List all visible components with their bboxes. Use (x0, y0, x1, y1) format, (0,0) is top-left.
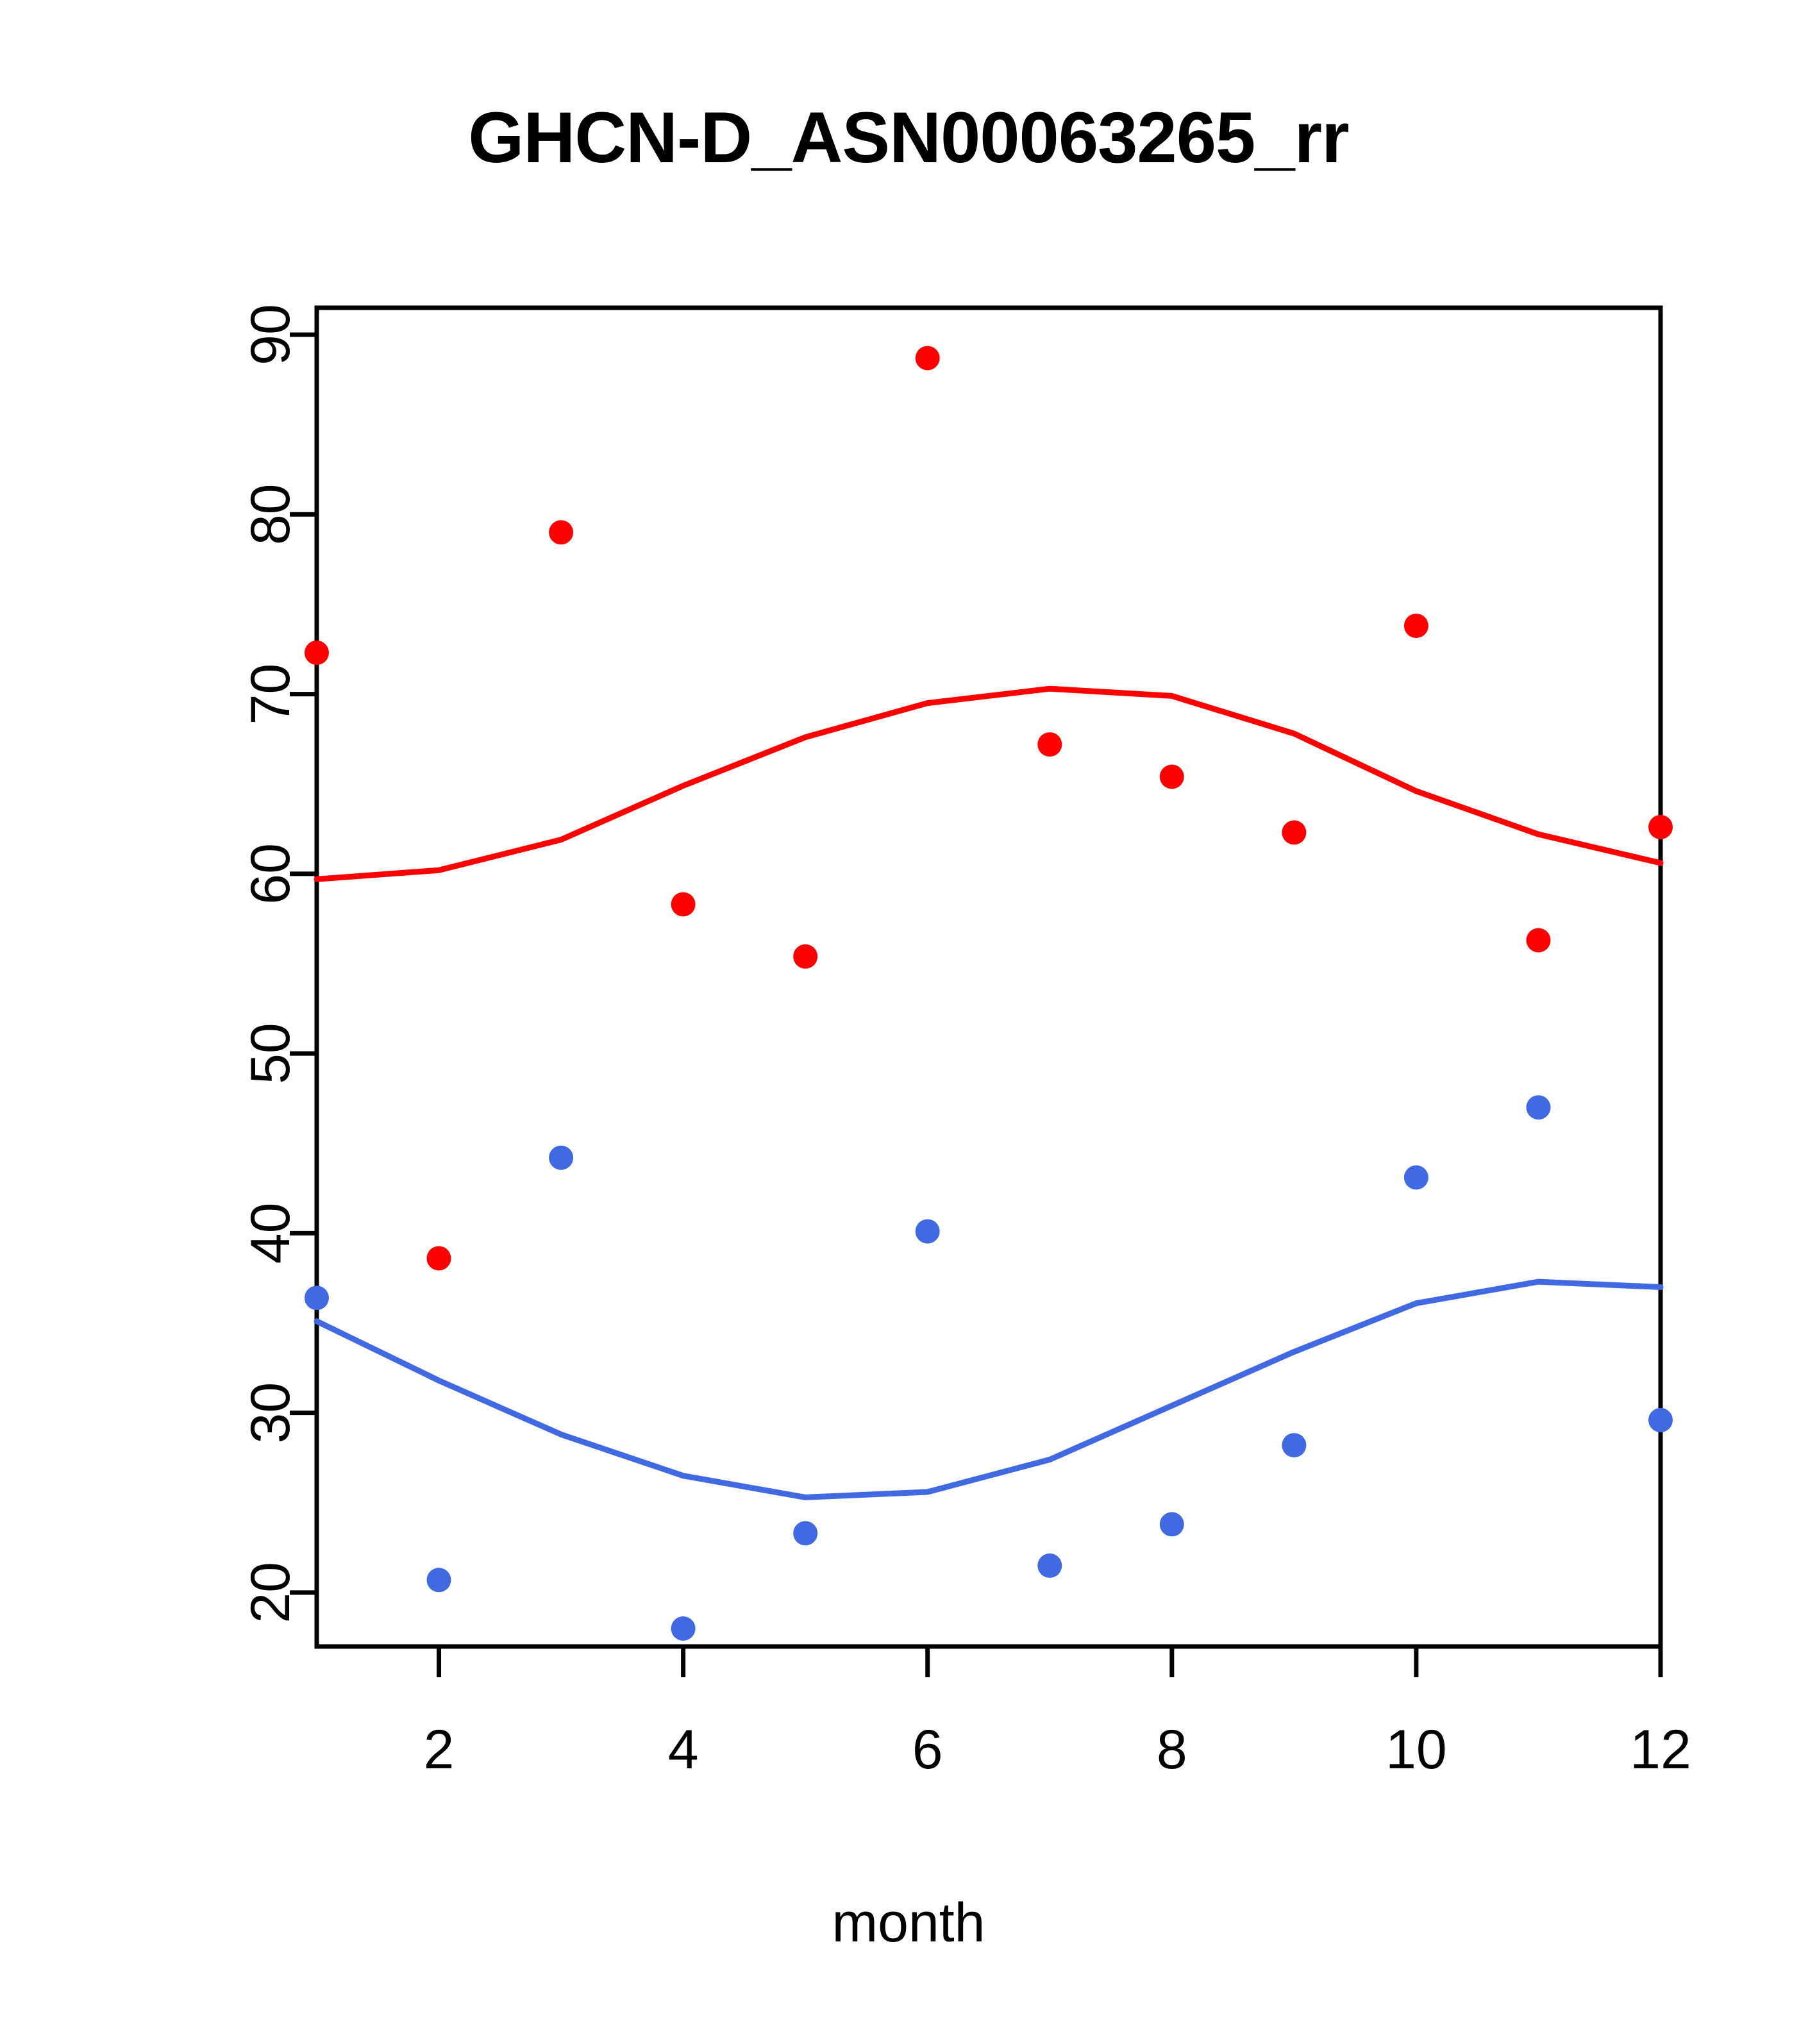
fitted-curves (314, 685, 1664, 1500)
x-tick-label: 8 (1157, 1719, 1187, 1780)
data-point (1526, 928, 1551, 953)
data-point (549, 1145, 574, 1170)
y-tick-label: 30 (240, 1382, 301, 1444)
data-point (1403, 1165, 1428, 1190)
x-tick-label: 10 (1386, 1719, 1447, 1780)
data-point (1282, 820, 1307, 845)
y-tick-label: 60 (240, 843, 301, 905)
data-point (793, 1521, 818, 1546)
x-axis: 2 4 6 8 10 12 (424, 1646, 1691, 1780)
data-point (1037, 1553, 1062, 1578)
x-tick-label: 12 (1630, 1719, 1691, 1780)
data-point (1403, 614, 1428, 639)
x-tick-label: 6 (912, 1719, 943, 1780)
y-tick-label: 50 (240, 1023, 301, 1084)
x-tick-label: 2 (424, 1719, 455, 1780)
series-line-upper-fit-curve (314, 685, 1664, 882)
plot-frame (314, 305, 1663, 1649)
y-axis: 20 30 40 50 60 70 80 90 (240, 304, 317, 1623)
data-point (305, 1286, 329, 1311)
data-point (1282, 1433, 1307, 1458)
data-point (915, 346, 940, 371)
y-tick-label: 90 (240, 304, 301, 365)
data-point (671, 892, 696, 917)
x-axis-label: month (832, 1892, 985, 1954)
y-tick-label: 20 (240, 1562, 301, 1623)
series-line-lower-fit-curve (314, 1278, 1664, 1500)
data-point (1159, 764, 1184, 789)
data-point (1648, 1407, 1673, 1432)
data-point (305, 641, 329, 666)
x-tick-label: 4 (668, 1719, 699, 1780)
data-point (426, 1246, 451, 1271)
y-tick-label: 70 (240, 664, 301, 725)
data-point (426, 1568, 451, 1593)
data-point (671, 1616, 696, 1641)
data-point (1159, 1512, 1184, 1537)
data-point (1037, 732, 1062, 757)
data-point (793, 944, 818, 969)
data-point (1648, 815, 1673, 839)
data-point (1526, 1095, 1551, 1120)
y-tick-label: 80 (240, 483, 301, 545)
data-points (305, 346, 1673, 1641)
y-tick-label: 40 (240, 1203, 301, 1264)
data-point (549, 520, 574, 545)
series-points-upper-points (305, 346, 1673, 1271)
data-point (915, 1219, 940, 1244)
series-points-lower-points (305, 1095, 1673, 1641)
page-title: GHCN-D_ASN00063265_rr (468, 97, 1349, 178)
